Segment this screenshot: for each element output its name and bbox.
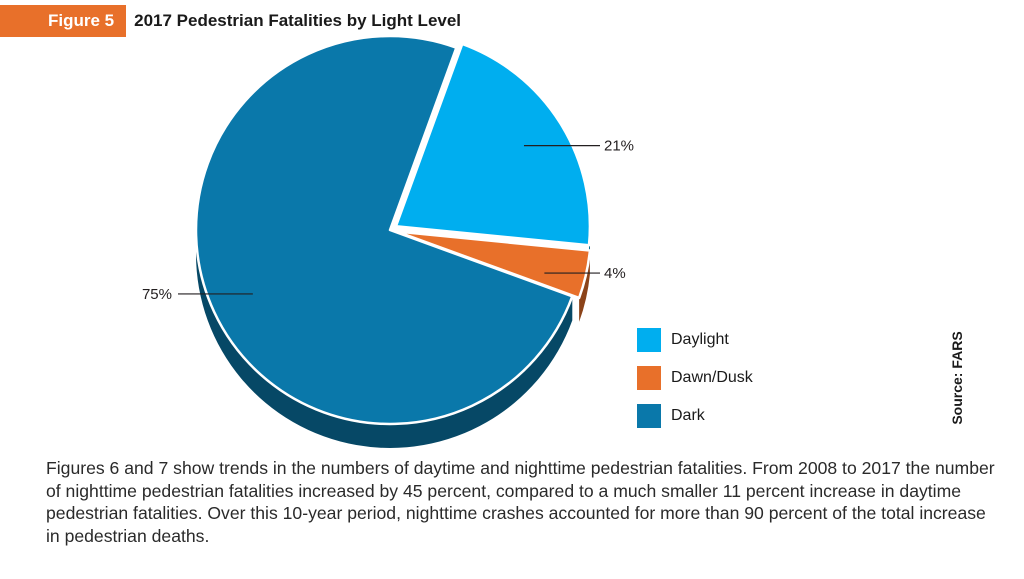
chart-legend: Daylight Dawn/Dusk Dark — [637, 321, 753, 435]
legend-swatch-dark — [637, 404, 661, 428]
pie-slice-dawn-dusk — [395, 230, 592, 300]
figure-header: Figure 5 2017 Pedestrian Fatalities by L… — [0, 0, 461, 38]
pie-slice-dark — [194, 34, 574, 426]
data-label-dark: 75% — [142, 286, 172, 303]
data-label-daylight: 21% — [604, 138, 634, 155]
pie-side-dawn-dusk — [579, 250, 590, 322]
data-label-dawn-dusk: 4% — [604, 265, 626, 282]
legend-label-dark: Dark — [671, 407, 705, 424]
figure-badge: Figure 5 — [0, 5, 127, 37]
legend-item-dark: Dark — [637, 397, 753, 435]
legend-item-dawn-dusk: Dawn/Dusk — [637, 359, 753, 397]
legend-swatch-daylight — [637, 328, 661, 352]
legend-swatch-dawn-dusk — [637, 366, 661, 390]
legend-item-daylight: Daylight — [637, 321, 753, 359]
body-paragraph: Figures 6 and 7 show trends in the numbe… — [46, 458, 995, 546]
figure-title: 2017 Pedestrian Fatalities by Light Leve… — [134, 11, 462, 30]
legend-label-dawn-dusk: Dawn/Dusk — [671, 369, 753, 386]
source-note: Source: FARS — [949, 331, 965, 425]
legend-label-daylight: Daylight — [671, 331, 729, 348]
pie-slice-daylight — [394, 42, 592, 247]
